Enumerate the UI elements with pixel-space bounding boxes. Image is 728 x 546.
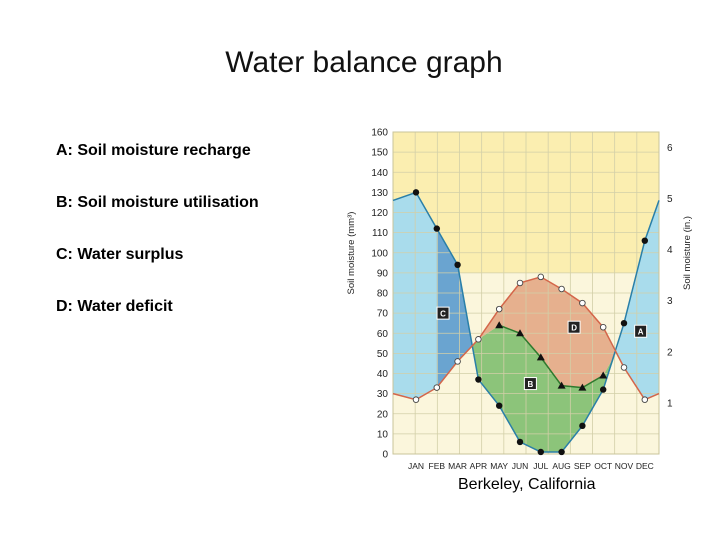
x-tick-label: JAN bbox=[408, 461, 424, 471]
y-tick-left: 20 bbox=[377, 409, 389, 420]
point-blue bbox=[558, 448, 565, 456]
point-blue bbox=[641, 237, 648, 244]
point-green bbox=[536, 353, 545, 361]
plot-frame bbox=[392, 131, 660, 455]
y-tick-right: 1 bbox=[667, 398, 673, 409]
point-blue bbox=[620, 319, 628, 327]
water-balance-chart: CBD A010203040506070809010011012013014015… bbox=[346, 128, 693, 472]
x-tick-label: MAR bbox=[448, 461, 467, 471]
point-orange bbox=[537, 273, 545, 281]
point-green bbox=[557, 381, 566, 389]
x-tick-label: AUG bbox=[552, 461, 570, 471]
point-blue bbox=[475, 376, 482, 383]
series-green-line bbox=[498, 324, 604, 389]
region-label-box bbox=[567, 320, 581, 334]
legend-list: A: Soil moisture recharge B: Soil moistu… bbox=[56, 140, 346, 348]
x-tick-label: DEC bbox=[636, 461, 654, 471]
y-tick-left: 150 bbox=[371, 148, 388, 159]
point-blue bbox=[579, 422, 586, 430]
region-label-a: A bbox=[638, 328, 644, 337]
point-orange bbox=[454, 358, 461, 365]
point-green bbox=[599, 371, 608, 379]
y-tick-left: 0 bbox=[382, 450, 388, 461]
y-tick-left: 80 bbox=[377, 289, 389, 300]
y-axis-label-right: Soil moisture (in.) bbox=[682, 216, 693, 290]
y-tick-left: 120 bbox=[371, 208, 388, 219]
y-tick-left: 70 bbox=[377, 309, 389, 320]
region-label-box bbox=[436, 306, 450, 320]
region-label-c: C bbox=[440, 310, 446, 319]
slide-title: Water balance graph bbox=[225, 46, 503, 79]
point-orange bbox=[620, 364, 628, 371]
y-tick-left: 10 bbox=[377, 429, 389, 440]
region-c bbox=[436, 228, 473, 388]
y-tick-right: 2 bbox=[667, 347, 673, 358]
point-orange bbox=[579, 299, 586, 307]
x-tick-label: JUL bbox=[533, 461, 548, 471]
y-tick-left: 60 bbox=[377, 329, 389, 340]
x-tick-label: OCT bbox=[594, 461, 612, 471]
y-axis-label-left: Soil moisture (mm³) bbox=[346, 212, 357, 295]
x-tick-label: FEB bbox=[429, 461, 446, 471]
point-blue bbox=[537, 448, 544, 456]
series-blue-line bbox=[392, 191, 660, 453]
point-orange bbox=[641, 396, 649, 403]
point-blue bbox=[454, 261, 461, 269]
y-tick-left: 30 bbox=[377, 389, 389, 400]
y-tick-right: 4 bbox=[667, 245, 673, 256]
legend-item-d: D: Water deficit bbox=[56, 298, 173, 315]
x-tick-label: MAY bbox=[490, 461, 508, 471]
series-orange-line bbox=[392, 276, 660, 401]
x-tick-label: SEP bbox=[574, 461, 591, 471]
region-label-box bbox=[634, 324, 648, 338]
y-tick-left: 160 bbox=[371, 128, 388, 139]
y-tick-left: 110 bbox=[372, 228, 388, 239]
point-green bbox=[516, 329, 524, 337]
point-blue bbox=[412, 189, 420, 196]
point-blue bbox=[496, 402, 503, 409]
point-green bbox=[578, 383, 587, 391]
x-tick-label: JUN bbox=[512, 461, 529, 471]
y-tick-left: 100 bbox=[371, 248, 388, 259]
point-green bbox=[495, 321, 504, 329]
y-tick-left: 40 bbox=[377, 369, 389, 380]
region-label-d: D bbox=[571, 324, 577, 333]
x-tick-label: APR bbox=[470, 461, 487, 471]
chart-caption: Berkeley, California bbox=[458, 476, 596, 493]
point-blue bbox=[516, 438, 524, 446]
point-orange bbox=[433, 384, 441, 391]
y-tick-left: 140 bbox=[371, 168, 388, 179]
point-orange bbox=[599, 323, 607, 331]
point-blue bbox=[433, 225, 440, 232]
point-orange bbox=[475, 336, 482, 343]
y-tick-right: 5 bbox=[667, 194, 673, 205]
legend-item-c: C: Water surplus bbox=[56, 246, 184, 263]
y-tick-left: 50 bbox=[377, 349, 389, 360]
point-orange bbox=[412, 396, 420, 403]
y-tick-right: 3 bbox=[667, 296, 673, 307]
point-blue bbox=[600, 386, 607, 393]
point-orange bbox=[558, 285, 565, 293]
region-label-box bbox=[523, 377, 537, 391]
legend-item-a: A: Soil moisture recharge bbox=[56, 142, 251, 159]
x-tick-label: NOV bbox=[615, 461, 634, 471]
y-tick-left: 130 bbox=[371, 188, 388, 199]
y-tick-left: 90 bbox=[377, 268, 389, 279]
legend-item-b: B: Soil moisture utilisation bbox=[56, 194, 259, 211]
region-a-right bbox=[615, 200, 659, 400]
y-tick-right: 6 bbox=[667, 143, 673, 154]
region-label-b: B bbox=[528, 380, 534, 389]
point-orange bbox=[495, 305, 503, 313]
point-orange bbox=[516, 279, 524, 287]
